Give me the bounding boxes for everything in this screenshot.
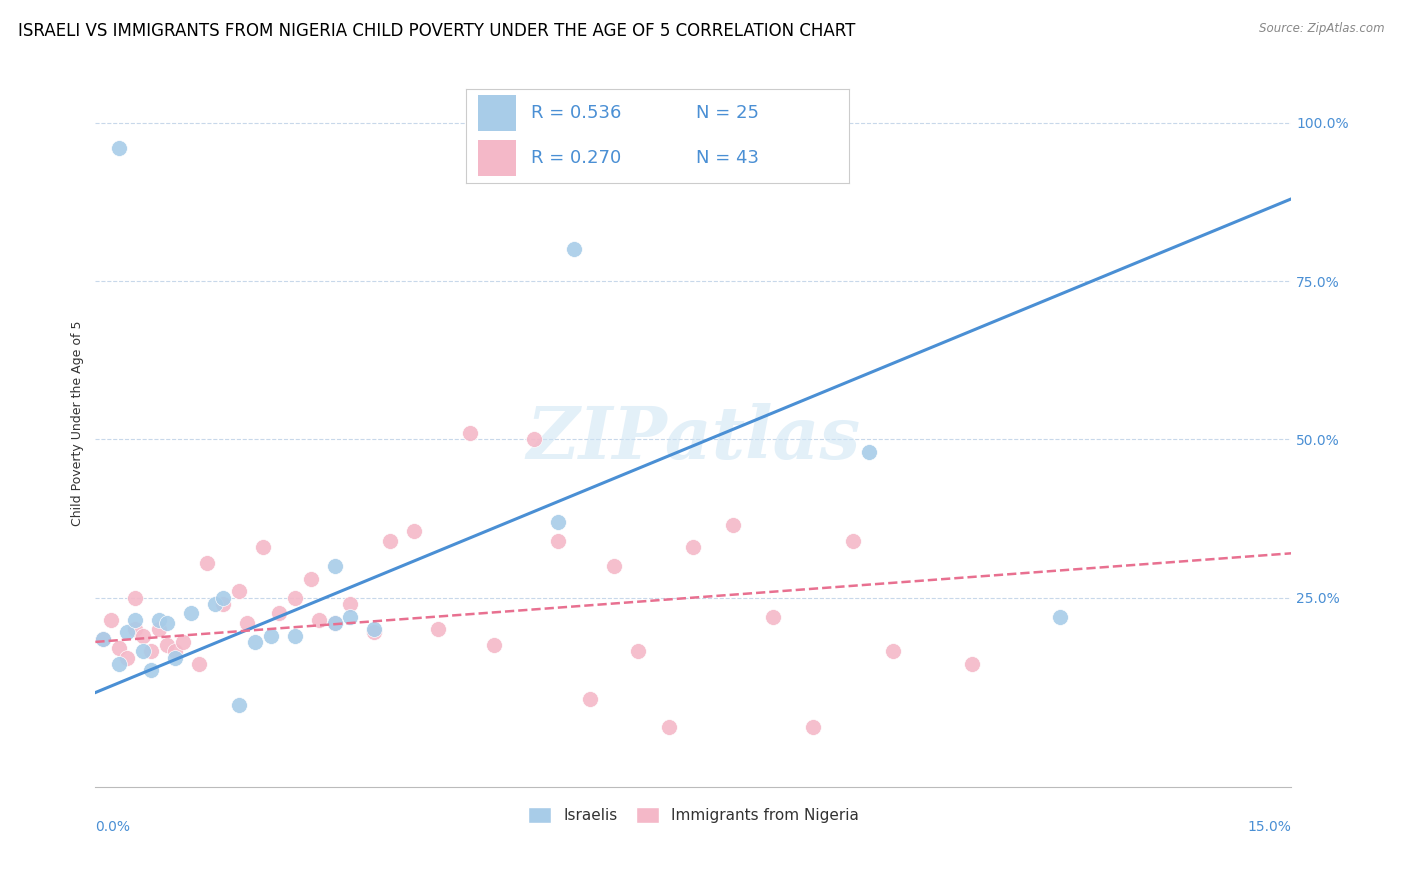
Point: [212, 597, 235, 611]
Point: [132, 644, 155, 658]
Point: [658, 720, 681, 734]
Point: [323, 615, 346, 630]
Point: [858, 445, 880, 459]
Point: [156, 638, 179, 652]
Point: [962, 657, 984, 671]
Point: [284, 629, 307, 643]
Point: [156, 615, 179, 630]
Point: [180, 607, 202, 621]
Point: [204, 597, 226, 611]
Point: [141, 664, 163, 678]
Point: [267, 607, 290, 621]
Text: 0.0%: 0.0%: [96, 821, 131, 834]
Point: [228, 698, 250, 713]
Point: [100, 613, 122, 627]
Point: [124, 591, 146, 605]
Point: [482, 638, 505, 652]
Point: [682, 540, 704, 554]
Point: [124, 613, 146, 627]
Point: [108, 141, 131, 155]
Point: [148, 622, 170, 636]
Point: [458, 425, 481, 440]
Point: [117, 650, 139, 665]
Point: [1049, 609, 1071, 624]
Point: [91, 632, 114, 646]
Point: [762, 609, 785, 624]
Point: [427, 622, 450, 636]
Point: [323, 615, 346, 630]
Text: 15.0%: 15.0%: [1247, 821, 1291, 834]
Point: [195, 556, 218, 570]
Point: [339, 609, 361, 624]
Point: [228, 584, 250, 599]
Point: [404, 524, 426, 538]
Point: [547, 515, 569, 529]
Point: [165, 644, 187, 658]
Point: [882, 644, 904, 658]
Point: [212, 591, 235, 605]
Point: [188, 657, 211, 671]
Point: [323, 558, 346, 573]
Point: [578, 691, 600, 706]
Point: [547, 533, 569, 548]
Point: [284, 591, 307, 605]
Point: [108, 657, 131, 671]
Point: [626, 644, 648, 658]
Text: ISRAELI VS IMMIGRANTS FROM NIGERIA CHILD POVERTY UNDER THE AGE OF 5 CORRELATION : ISRAELI VS IMMIGRANTS FROM NIGERIA CHILD…: [18, 22, 856, 40]
Point: [124, 622, 146, 636]
Legend: Israelis, Immigrants from Nigeria: Israelis, Immigrants from Nigeria: [520, 799, 866, 830]
Point: [523, 433, 546, 447]
Point: [108, 641, 131, 656]
Point: [236, 615, 259, 630]
Point: [243, 635, 266, 649]
Point: [172, 635, 194, 649]
Point: [132, 629, 155, 643]
Point: [299, 572, 322, 586]
Point: [801, 720, 824, 734]
Point: [721, 517, 744, 532]
Point: [148, 613, 170, 627]
Text: Source: ZipAtlas.com: Source: ZipAtlas.com: [1260, 22, 1385, 36]
Point: [117, 625, 139, 640]
Point: [260, 629, 283, 643]
Point: [308, 613, 330, 627]
Point: [252, 540, 274, 554]
Text: ZIPatlas: ZIPatlas: [526, 402, 860, 474]
Point: [91, 632, 114, 646]
Y-axis label: Child Poverty Under the Age of 5: Child Poverty Under the Age of 5: [72, 321, 84, 526]
Point: [842, 533, 865, 548]
Point: [141, 644, 163, 658]
Point: [339, 597, 361, 611]
Point: [165, 650, 187, 665]
Point: [363, 622, 385, 636]
Point: [602, 558, 624, 573]
Point: [380, 533, 402, 548]
Point: [363, 625, 385, 640]
Point: [562, 243, 585, 257]
